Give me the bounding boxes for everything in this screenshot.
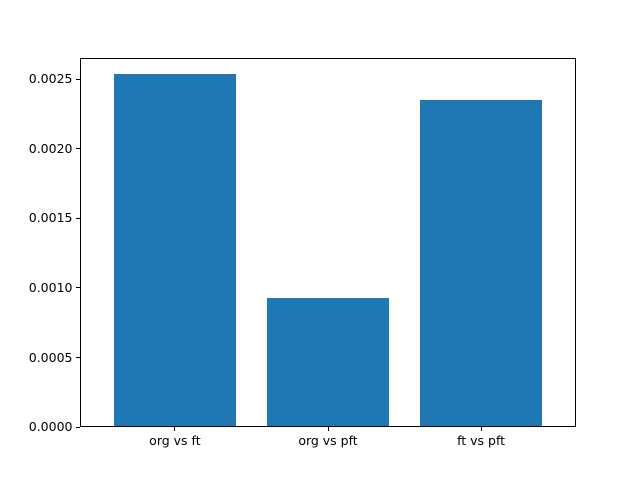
x-tick-mark bbox=[174, 427, 176, 432]
x-tick-label: ft vs pft bbox=[457, 433, 506, 449]
y-tick-label: 0.0005 bbox=[28, 349, 73, 365]
x-tick-mark bbox=[480, 427, 482, 432]
y-tick-label: 0.0000 bbox=[28, 419, 73, 435]
plot-area bbox=[80, 57, 576, 428]
y-tick-mark bbox=[76, 357, 80, 359]
y-tick-label: 0.0015 bbox=[28, 210, 73, 226]
y-tick-mark bbox=[76, 217, 80, 219]
y-tick-label: 0.0020 bbox=[28, 140, 73, 156]
y-tick-label: 0.0025 bbox=[28, 71, 73, 87]
y-tick-mark bbox=[76, 287, 80, 289]
x-tick-mark bbox=[327, 427, 329, 432]
x-tick-label: org vs pft bbox=[298, 433, 358, 449]
y-tick-mark bbox=[76, 426, 80, 428]
x-tick-label: org vs ft bbox=[149, 433, 201, 449]
y-tick-mark bbox=[76, 78, 80, 80]
bar-org-vs-pft bbox=[266, 298, 390, 427]
y-tick-mark bbox=[76, 148, 80, 150]
y-tick-label: 0.0010 bbox=[28, 279, 73, 295]
bar-ft-vs-pft bbox=[419, 100, 543, 427]
bar-org-vs-ft bbox=[113, 74, 237, 427]
